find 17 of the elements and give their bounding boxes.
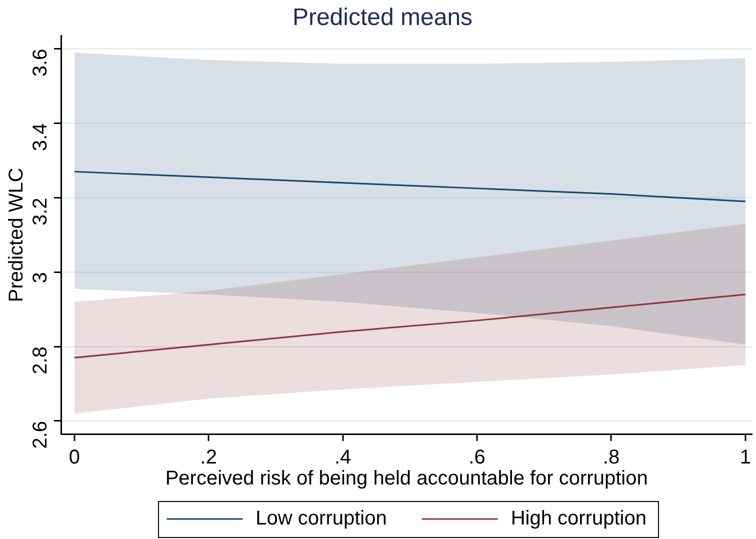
legend-label: Low corruption: [256, 508, 387, 530]
x-tick-label: 0: [68, 446, 80, 469]
y-tick-label: 2.8: [30, 346, 52, 374]
y-tick-label: 3.4: [30, 123, 52, 152]
x-tick-label: .2: [200, 446, 217, 469]
x-tick-label: 1: [740, 446, 751, 469]
y-tick-label: 3.6: [30, 48, 52, 77]
x-tick-label: .6: [468, 446, 486, 469]
y-tick-label: 3: [30, 272, 52, 284]
y-tick-label: 3.2: [30, 198, 52, 226]
chart-title: Predicted means: [292, 4, 473, 32]
legend-label: High corruption: [510, 508, 646, 530]
y-tick-label: 2.6: [30, 420, 52, 449]
x-tick-label: .8: [602, 446, 620, 469]
y-axis-title: Predicted WLC: [6, 168, 28, 302]
x-tick-label: .4: [334, 446, 352, 469]
x-axis-title: Perceived risk of being held accountable for corruption: [165, 468, 648, 490]
